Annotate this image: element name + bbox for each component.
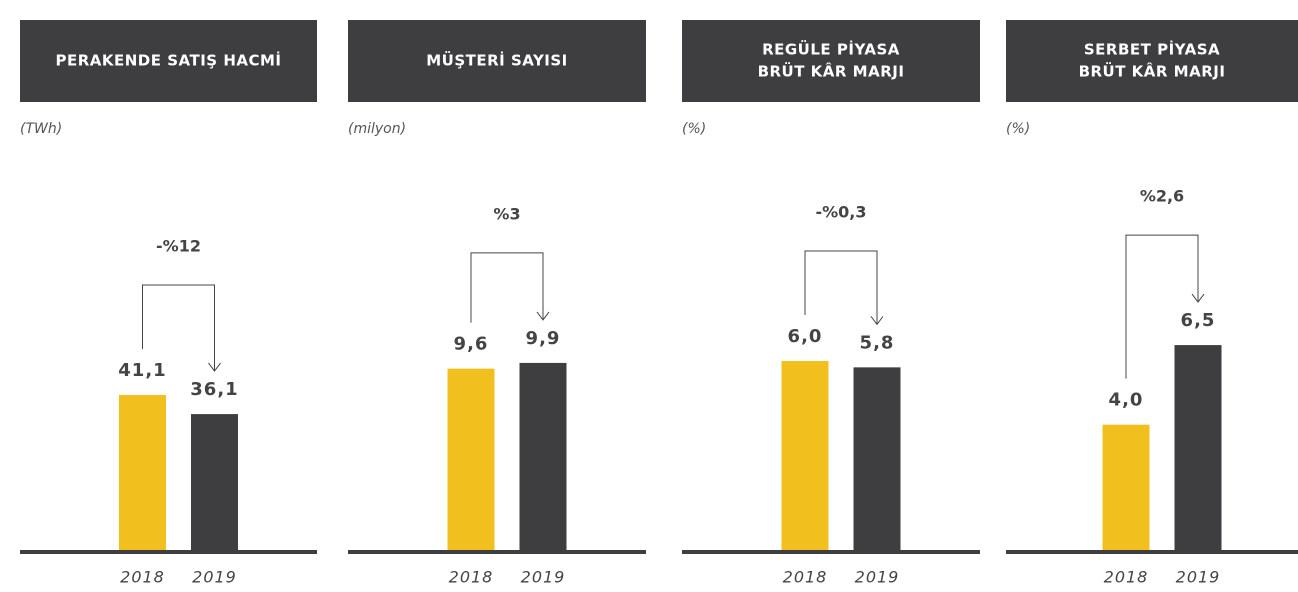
change-annotation: -%0,3 [815, 203, 866, 222]
title-box [348, 20, 646, 102]
change-annotation: -%12 [156, 236, 201, 255]
value-label: 4,0 [1109, 390, 1144, 411]
chart-panel: PERAKENDE SATIŞ HACMİ (TWh) 41,1 2018 36,1 20… [20, 20, 317, 587]
chart-panel: REGÜLE PİYASA BRÜT KÂR MARJI (%) 6,0 2018 5,8… [682, 20, 980, 587]
x-tick-label: 2018 [449, 568, 494, 587]
arrow-head [208, 362, 221, 372]
change-annotation: %2,6 [1140, 187, 1184, 206]
unit-label: (milyon) [348, 121, 406, 137]
change-bracket [142, 284, 215, 371]
unit-label: (TWh) [20, 121, 62, 137]
chart-title: PERAKENDE SATIŞ HACMİ [55, 51, 281, 70]
chart-panel: SERBET PİYASA BRÜT KÂR MARJI (%) 4,0 2018 6,5… [1006, 20, 1298, 587]
change-bracket [804, 250, 878, 324]
change-bracket [1125, 234, 1199, 379]
bar [191, 414, 238, 552]
x-tick-label: 2019 [1176, 568, 1221, 587]
change-bracket [470, 252, 544, 323]
unit-label: (%) [682, 121, 706, 137]
x-tick-label: 2019 [192, 568, 237, 587]
arrow-head [870, 316, 884, 326]
baseline [348, 550, 646, 554]
bar [853, 367, 901, 552]
bar [1102, 424, 1150, 552]
value-label: 9,6 [454, 334, 489, 355]
x-tick-label: 2018 [783, 568, 828, 587]
bar [119, 394, 166, 552]
value-label: 5,8 [860, 332, 895, 353]
x-tick-label: 2019 [521, 568, 566, 587]
chart-panel: MÜŞTERİ SAYISI (milyon) 9,6 2018 9,9 2019 %3 [348, 20, 646, 587]
chart-title: REGÜLE PİYASA [762, 40, 900, 59]
chart-title: BRÜT KÂR MARJI [758, 62, 905, 81]
bar [1174, 345, 1222, 552]
value-label: 41,1 [118, 360, 166, 381]
value-label: 6,5 [1181, 310, 1216, 331]
chart-title: SERBET PİYASA [1084, 40, 1220, 59]
x-tick-label: 2018 [120, 568, 165, 587]
title-box [682, 20, 980, 102]
x-tick-label: 2019 [855, 568, 900, 587]
title-box [20, 20, 317, 102]
unit-label: (%) [1006, 121, 1030, 137]
value-label: 36,1 [190, 379, 238, 400]
chart-title: MÜŞTERİ SAYISI [426, 51, 568, 70]
change-annotation: %3 [493, 204, 520, 223]
baseline [1006, 550, 1298, 554]
baseline [20, 550, 317, 554]
value-label: 6,0 [788, 326, 823, 347]
bar [447, 368, 495, 552]
bar [519, 362, 567, 552]
x-tick-label: 2018 [1104, 568, 1149, 587]
value-label: 9,9 [526, 328, 561, 349]
baseline [682, 550, 980, 554]
bar [781, 361, 829, 552]
arrow-head [1191, 293, 1205, 303]
chart-title: BRÜT KÂR MARJI [1079, 62, 1226, 81]
arrow-head [536, 311, 550, 321]
title-box [1006, 20, 1298, 102]
